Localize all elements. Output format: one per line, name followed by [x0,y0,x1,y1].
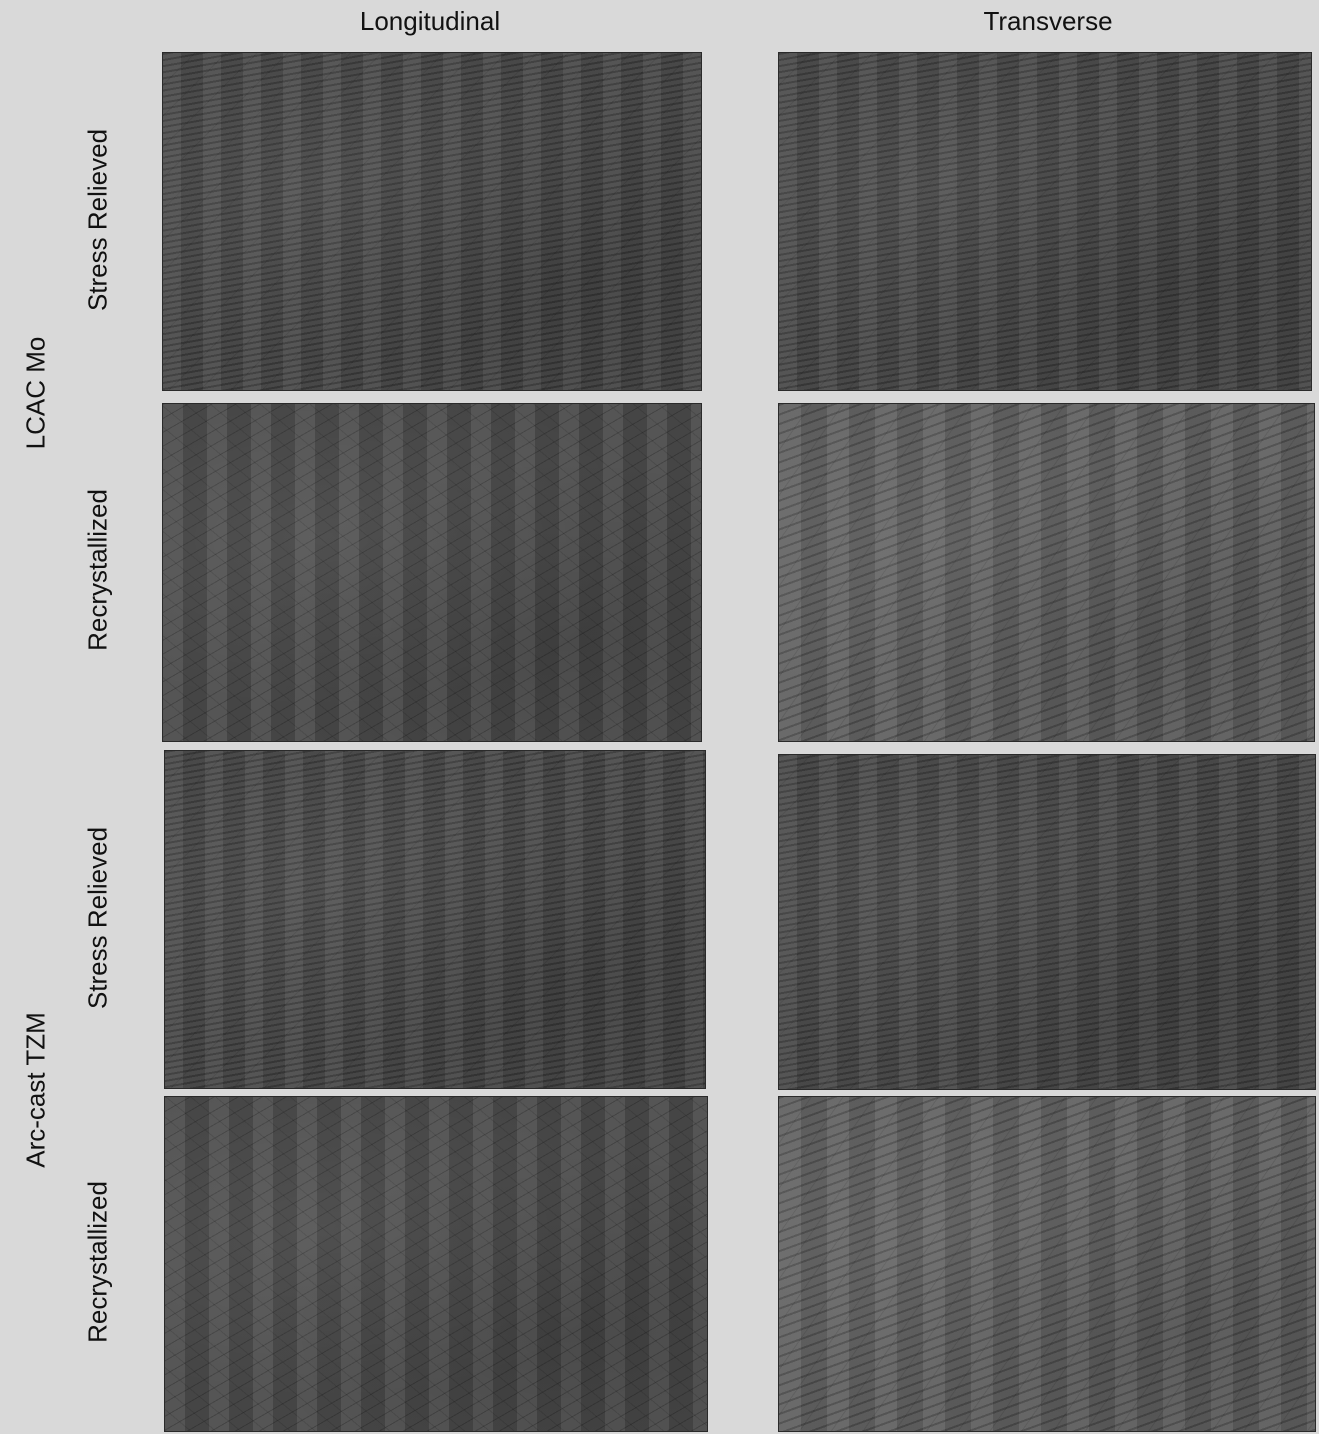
micrograph-lcac-recrystallized-transverse [778,403,1315,742]
column-header-longitudinal: Longitudinal [359,6,501,36]
micrograph-tzm-stress-relieved-longitudinal [164,750,706,1089]
micrograph-tzm-stress-relieved-transverse [778,754,1316,1090]
micrograph-lcac-recrystallized-longitudinal [162,403,702,742]
condition-label-tzm-stress-relieved: Stress Relieved [82,826,113,1010]
micrograph-lcac-stress-relieved-transverse [778,52,1312,391]
micrograph-lcac-stress-relieved-longitudinal [162,52,702,391]
row-label-lcac-mo: LCAC Mo [20,336,51,450]
row-label-arc-cast-tzm: Arc-cast TZM [20,1012,51,1168]
micrograph-tzm-recrystallized-transverse [778,1096,1316,1432]
micrograph-tzm-recrystallized-longitudinal [164,1096,708,1432]
condition-label-lcac-stress-relieved: Stress Relieved [82,128,113,312]
condition-label-lcac-recrystallized: Recrystallized [82,489,113,651]
column-header-transverse: Transverse [983,6,1113,36]
condition-label-tzm-recrystallized: Recrystallized [82,1181,113,1343]
